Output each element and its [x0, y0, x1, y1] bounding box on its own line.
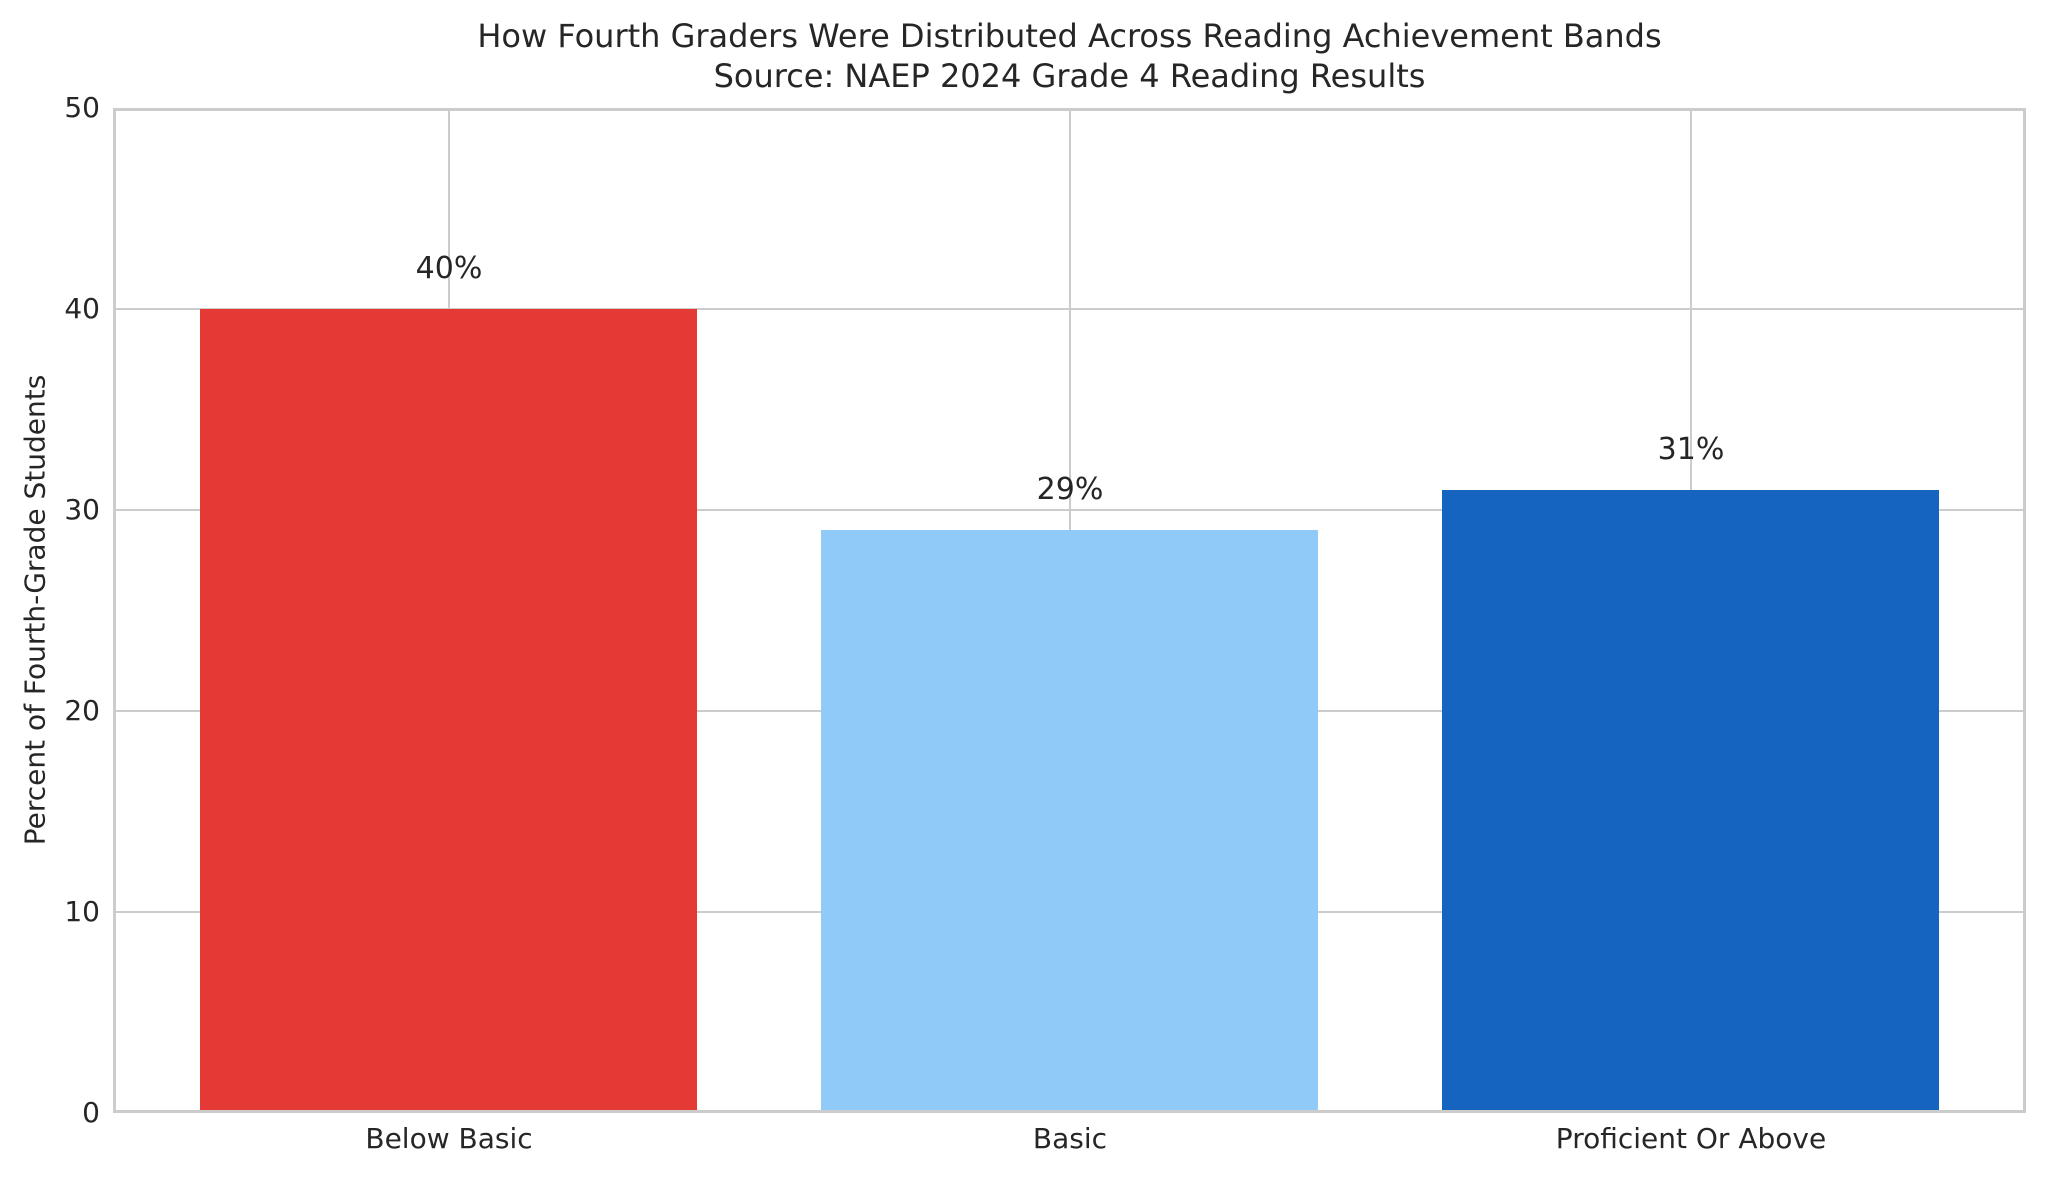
- x-tick-proficient-or-above: Proficient Or Above: [1555, 1122, 1827, 1155]
- bar-proficient-or-above[interactable]: [1442, 490, 1939, 1110]
- y-tick-40: 40: [64, 292, 100, 325]
- value-label-proficient-or-above: 31%: [1657, 432, 1725, 467]
- bar-basic[interactable]: [821, 530, 1318, 1110]
- y-axis-label: Percent of Fourth-Grade Students: [18, 374, 52, 846]
- value-label-below-basic: 40%: [415, 251, 483, 286]
- y-tick-10: 10: [64, 895, 100, 928]
- y-tick-30: 30: [64, 493, 100, 526]
- chart-title-line1: How Fourth Graders Were Distributed Acro…: [477, 17, 1662, 55]
- plot-area: 40% 29% 31%: [113, 108, 2026, 1113]
- chart-title: How Fourth Graders Were Distributed Acro…: [113, 16, 2026, 96]
- value-label-basic: 29%: [1036, 472, 1104, 507]
- bar-below-basic[interactable]: [200, 309, 697, 1110]
- x-tick-basic: Basic: [1032, 1122, 1108, 1155]
- x-tick-below-basic: Below Basic: [365, 1122, 533, 1155]
- y-tick-20: 20: [64, 694, 100, 727]
- y-tick-50: 50: [64, 91, 100, 124]
- chart-subtitle: Source: NAEP 2024 Grade 4 Reading Result…: [713, 57, 1426, 95]
- y-tick-0: 0: [82, 1096, 100, 1129]
